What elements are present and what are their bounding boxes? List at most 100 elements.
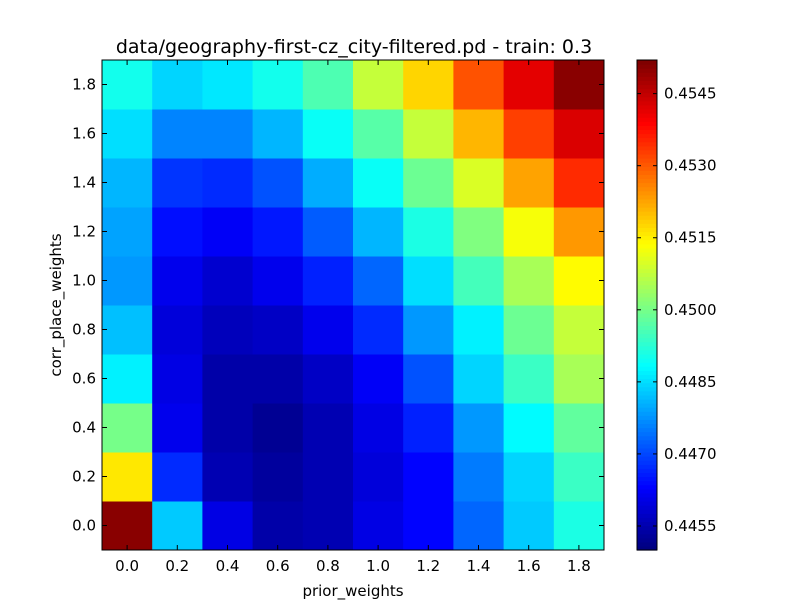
colorbar-tick-label: 0.4530 — [664, 157, 717, 175]
colorbar-segment — [637, 60, 657, 65]
colorbar-segment — [637, 100, 657, 106]
heatmap-cell — [202, 305, 254, 355]
heatmap-cell — [152, 207, 203, 257]
y-tick-label: 0.2 — [72, 468, 96, 486]
colorbar-segment — [637, 198, 657, 204]
heatmap-cell — [202, 207, 254, 257]
x-tick-label: 0.2 — [165, 557, 189, 575]
heatmap-cell — [302, 109, 354, 159]
y-tick-label: 0.8 — [72, 321, 96, 339]
colorbar-segment — [637, 411, 657, 416]
colorbar-segment — [637, 121, 657, 126]
colorbar-segment — [637, 439, 657, 445]
colorbar-segment — [637, 480, 657, 486]
heatmap-cell — [252, 109, 304, 159]
heatmap-cell — [102, 256, 153, 306]
colorbar-segment — [637, 96, 657, 102]
colorbar-tick-label: 0.4515 — [664, 229, 717, 247]
colorbar-segment — [637, 251, 657, 257]
heatmap-cell — [503, 354, 555, 404]
heatmap-cell — [353, 207, 404, 257]
colorbar-segment — [637, 464, 657, 469]
heatmap-cell — [403, 501, 454, 551]
colorbar-segment — [637, 256, 657, 261]
colorbar-segment — [637, 337, 657, 343]
heatmap-cell — [252, 354, 304, 404]
heatmap-cell — [353, 354, 404, 404]
colorbar-segment — [637, 219, 657, 224]
heatmap-cell — [503, 305, 555, 355]
heatmap-cell — [252, 60, 304, 110]
heatmap-cell — [353, 109, 404, 159]
heatmap-cell — [453, 452, 505, 502]
heatmap-cell — [453, 158, 505, 208]
heatmap-cell — [453, 501, 505, 551]
colorbar-segment — [637, 158, 657, 163]
colorbar-segment — [637, 313, 657, 318]
heatmap-cell — [403, 305, 454, 355]
colorbar-tick-label: 0.4470 — [664, 445, 717, 463]
colorbar-segment — [637, 211, 657, 216]
heatmap-cell — [252, 207, 304, 257]
heatmap-cell — [302, 354, 354, 404]
heatmap-cell — [102, 305, 153, 355]
colorbar-segment — [637, 247, 657, 253]
heatmap-cell — [553, 158, 605, 208]
y-tick-label: 1.8 — [72, 76, 96, 94]
heatmap-cell — [503, 501, 555, 551]
colorbar-segment — [637, 309, 657, 314]
heatmap-cell — [252, 158, 304, 208]
colorbar-segment — [637, 141, 657, 147]
heatmap-cell — [553, 403, 605, 453]
colorbar-tick-label: 0.4455 — [664, 517, 717, 535]
heatmap-cell — [102, 354, 153, 404]
colorbar-segment — [637, 525, 657, 531]
colorbar-segment — [637, 280, 657, 286]
y-tick-label: 1.4 — [72, 174, 96, 192]
colorbar-segment — [637, 390, 657, 396]
colorbar-segment — [637, 276, 657, 282]
heatmap-cell — [503, 109, 555, 159]
heatmap-cell — [353, 452, 404, 502]
colorbar-segment — [637, 215, 657, 220]
colorbar-segment — [637, 476, 657, 482]
colorbar-segment — [637, 517, 657, 523]
heatmap-cell — [403, 354, 454, 404]
colorbar-segment — [637, 349, 657, 355]
heatmap-cell — [403, 403, 454, 453]
colorbar-segment — [637, 509, 657, 514]
colorbar-segment — [637, 321, 657, 327]
x-tick-label: 1.4 — [467, 557, 491, 575]
colorbar-segment — [637, 468, 657, 474]
heatmap-cell — [553, 501, 605, 551]
colorbar-segment — [637, 300, 657, 306]
colorbar-segment — [637, 145, 657, 151]
heatmap-cell — [102, 403, 153, 453]
heatmap-cell — [202, 158, 254, 208]
colorbar-segment — [637, 378, 657, 384]
colorbar-segment — [637, 288, 657, 294]
x-axis-ticks: 0.0 0.2 0.4 0.6 0.8 1.0 1.2 1.4 1.6 1.8 — [115, 60, 591, 575]
heatmap-cell — [202, 501, 254, 551]
heatmap-cell — [202, 452, 254, 502]
heatmap-cell — [353, 158, 404, 208]
heatmap-cell — [302, 305, 354, 355]
colorbar-segment — [637, 186, 657, 192]
colorbar-segment — [637, 125, 657, 131]
colorbar-segment — [637, 533, 657, 539]
colorbar-segment — [637, 170, 657, 175]
colorbar-segment — [637, 456, 657, 461]
x-tick-label: 1.2 — [416, 557, 440, 575]
heatmap-cell — [102, 501, 153, 551]
colorbar-segment — [637, 370, 657, 376]
x-tick-label: 1.0 — [366, 557, 390, 575]
heatmap-cell — [102, 109, 153, 159]
colorbar-segment — [637, 284, 657, 290]
x-tick-label: 0.0 — [115, 557, 139, 575]
colorbar-segment — [637, 398, 657, 404]
x-tick-label: 0.6 — [266, 557, 290, 575]
heatmap-cell — [152, 60, 203, 110]
colorbar-segment — [637, 545, 657, 551]
heatmap-cell — [453, 354, 505, 404]
y-tick-label: 0.4 — [72, 419, 96, 437]
